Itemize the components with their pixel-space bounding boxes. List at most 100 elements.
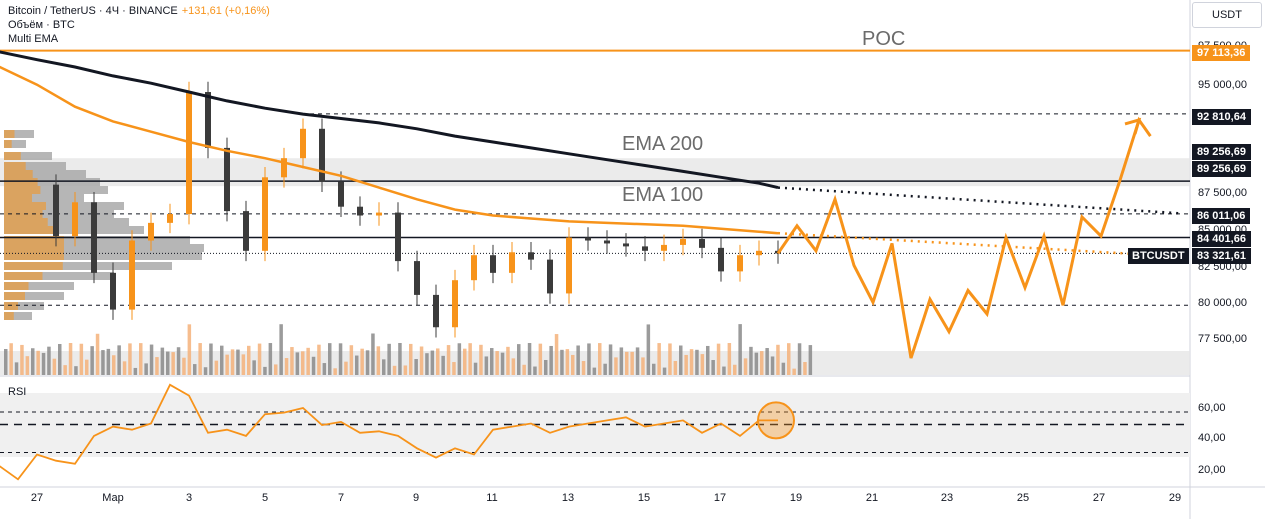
volume-bar <box>68 343 73 375</box>
y-tick: 87 500,00 <box>1198 187 1247 199</box>
volume-bar <box>603 363 607 375</box>
candle-body <box>680 239 686 245</box>
volume-bar <box>576 345 580 375</box>
candle-body <box>528 252 534 260</box>
volume-bar <box>565 349 570 375</box>
candle-body <box>186 92 192 215</box>
volume-bar <box>317 344 321 375</box>
price-change: +131,61 (+0,16%) <box>181 5 270 17</box>
x-tick: 17 <box>713 492 727 504</box>
candle-body <box>319 128 325 182</box>
rsi-label[interactable]: RSI <box>8 386 27 398</box>
volume-profile-bar <box>4 162 66 170</box>
volume-bar <box>797 343 802 375</box>
projection-arrowhead <box>1124 117 1142 135</box>
volume-bar <box>166 351 170 375</box>
volume-bar <box>689 349 694 375</box>
x-tick: 23 <box>940 492 954 504</box>
volume-bar <box>58 344 62 375</box>
candle-body <box>642 246 648 251</box>
volume-bar <box>328 343 332 375</box>
volume-profile-bar <box>4 194 84 202</box>
candle-body <box>547 259 553 294</box>
volume-bar <box>538 343 543 375</box>
candle-body <box>452 280 458 328</box>
volume-bar <box>522 364 526 375</box>
volume-bar <box>808 345 813 375</box>
currency-button[interactable]: USDT <box>1192 2 1262 28</box>
ema200-price-tag: 89 256,69 <box>1192 144 1251 160</box>
volume-bar <box>279 324 283 375</box>
volume-bar <box>792 368 796 375</box>
volume-indicator-label[interactable]: Объём · BTC <box>8 19 75 31</box>
candle-body <box>110 272 116 310</box>
x-tick: 27 <box>1092 492 1106 504</box>
ema-indicator-label[interactable]: Multi EMA <box>8 33 59 45</box>
volume-profile-bar <box>4 252 202 260</box>
candle-body <box>414 261 420 295</box>
volume-bar <box>74 366 78 375</box>
candle-body <box>281 158 287 178</box>
volume-bar <box>430 350 435 375</box>
candle-body <box>395 212 401 262</box>
volume-bar <box>749 346 753 375</box>
volume-bar <box>4 349 8 375</box>
volume-bar <box>673 360 678 375</box>
candle-body <box>91 202 97 273</box>
volume-bar <box>781 362 786 375</box>
x-tick: 13 <box>561 492 575 504</box>
volume-profile-bar-up <box>4 236 64 244</box>
volume-bar <box>419 346 424 375</box>
volume-bar <box>349 345 354 375</box>
volume-bar <box>214 360 219 375</box>
volume-bar <box>149 344 154 375</box>
volume-bar <box>581 361 586 375</box>
ema100-annotation: EMA 100 <box>622 184 704 206</box>
volume-bar <box>517 344 521 375</box>
volume-bar <box>457 343 462 375</box>
volume-bar <box>533 366 537 375</box>
volume-profile-bar-up <box>4 170 33 178</box>
volume-bar <box>187 324 192 375</box>
candle-body <box>357 206 363 216</box>
candle-body <box>509 252 515 273</box>
candle-body <box>718 247 724 272</box>
candle-body <box>699 239 705 248</box>
volume-bar <box>549 345 553 375</box>
volume-profile-bar <box>4 302 44 310</box>
volume-bar <box>554 334 559 375</box>
volume-bar <box>133 367 138 375</box>
volume-bar <box>198 343 202 375</box>
volume-bar <box>770 356 775 375</box>
volume-bar <box>220 345 224 375</box>
volume-bar <box>112 355 116 375</box>
volume-profile-bar <box>4 152 52 160</box>
volume-bar <box>365 350 370 375</box>
volume-bar <box>295 352 300 375</box>
volume-profile-bar-up <box>4 252 64 260</box>
volume-profile-bar <box>4 202 124 210</box>
volume-bar <box>652 363 656 375</box>
ema100-price-tag: 86 011,06 <box>1192 208 1251 224</box>
x-tick: 27 <box>30 492 44 504</box>
symbol-tag: BTCUSDT <box>1128 248 1189 264</box>
volume-bar <box>635 347 640 375</box>
volume-bar <box>625 351 629 375</box>
volume-profile-bar-up <box>4 312 14 320</box>
ema100-line <box>0 65 779 235</box>
volume-bar <box>95 333 100 375</box>
candle-body <box>148 222 154 241</box>
volume-profile-bar-up <box>4 218 48 226</box>
volume-bar <box>446 345 451 375</box>
volume-bar <box>117 345 121 375</box>
volume-bar <box>306 347 310 375</box>
volume-bar <box>41 352 46 375</box>
volume-profile-bar <box>4 178 100 186</box>
x-tick: 5 <box>261 492 269 504</box>
volume-bar <box>511 358 516 375</box>
volume-bar <box>268 343 273 375</box>
volume-bar <box>776 344 780 375</box>
volume-bar <box>662 367 667 375</box>
